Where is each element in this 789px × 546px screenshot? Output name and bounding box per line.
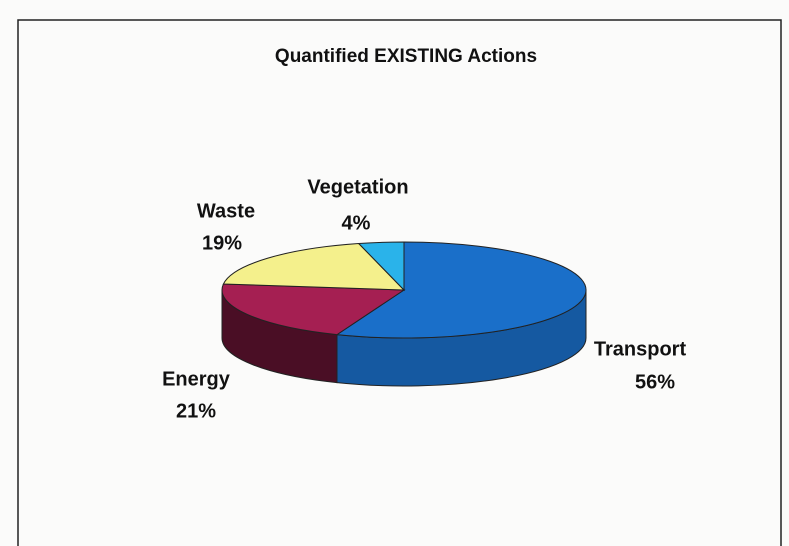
frame	[17, 19, 782, 546]
slice-value-label: 4%	[342, 212, 371, 234]
slice-label: Vegetation	[307, 176, 408, 198]
chart-title: Quantified EXISTING Actions	[275, 46, 537, 67]
pie-slice	[357, 241, 405, 292]
slice-value-label: 56%	[635, 371, 675, 393]
slice-value-label: 19%	[202, 232, 242, 254]
slice-label: Energy	[162, 368, 231, 390]
pie-slice	[335, 241, 587, 339]
slice-label: Waste	[197, 200, 255, 222]
slice-label: Transport	[594, 338, 687, 360]
slice-value-label: 21%	[176, 400, 216, 422]
pie-slice	[222, 242, 406, 291]
pie-slice	[221, 283, 406, 336]
